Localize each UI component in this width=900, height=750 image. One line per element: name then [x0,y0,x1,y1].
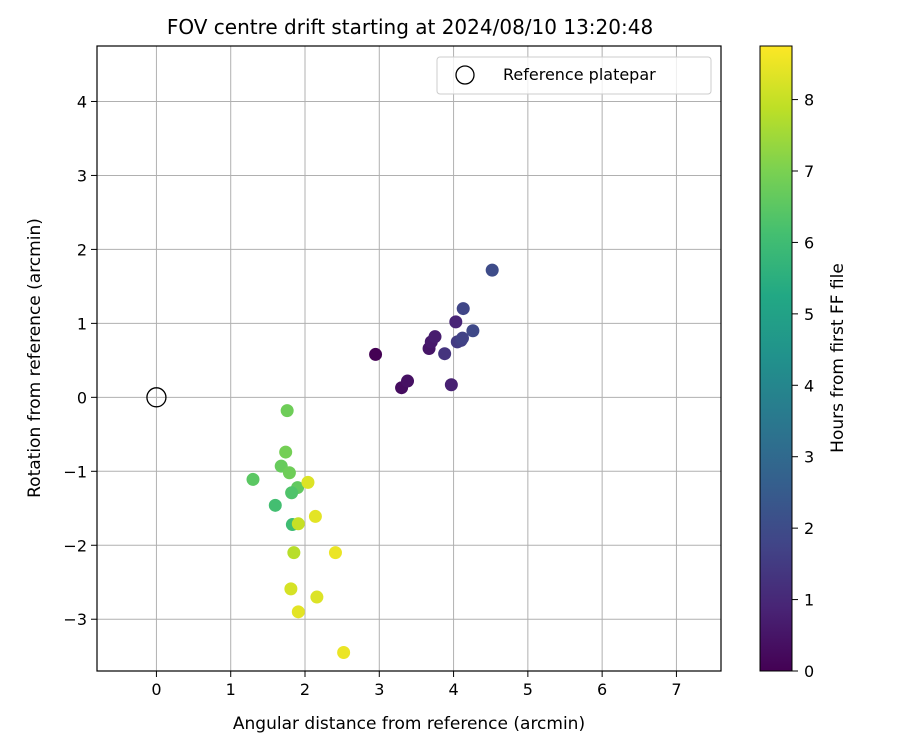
data-point [308,509,322,523]
colorbar-gradient [759,45,793,672]
data-point [401,374,415,388]
chart-title: FOV centre drift starting at 2024/08/10 … [167,15,653,39]
data-point [291,605,305,619]
colorbar-tick-label: 3 [804,448,814,467]
data-point [280,404,294,418]
legend-box [436,56,712,95]
data-point [455,331,469,345]
data-point [246,472,260,486]
reference-marker-group [146,387,167,408]
data-point [268,498,282,512]
y-tick-label: 2 [77,240,87,259]
data-point [287,546,301,560]
data-point [428,330,442,344]
data-point [485,263,499,277]
x-tick-label: 7 [671,680,681,699]
x-tick-label: 5 [523,680,533,699]
x-tick-label: 1 [226,680,236,699]
data-point [279,445,293,459]
y-tick-label: −1 [63,462,87,481]
legend-marker-open-circle-icon [455,65,475,85]
colorbar-tick-label: 7 [804,162,814,181]
y-ticks: −3 −2 −1 0 1 2 3 4 [63,92,97,629]
x-tick-label: 4 [448,680,458,699]
y-tick-label: 0 [77,388,87,407]
legend: Reference platepar [436,56,712,95]
reference-platepar-marker [146,387,167,408]
colorbar-ticks: 0 1 2 3 4 5 6 7 8 [792,91,814,681]
y-tick-label: −2 [63,536,87,555]
points [246,263,499,660]
data-point [301,475,315,489]
data-point [285,486,299,500]
grid [97,46,721,671]
data-point [449,315,463,329]
y-axis-label: Rotation from reference (arcmin) [25,218,45,498]
data-point [369,347,383,361]
x-tick-label: 3 [374,680,384,699]
colorbar-tick-label: 0 [804,662,814,681]
data-point [282,466,296,480]
data-point [291,517,305,531]
data-point [444,378,458,392]
x-tick-label: 0 [151,680,161,699]
colorbar-label: Hours from first FF file [828,263,848,453]
data-point [456,302,470,316]
colorbar-tick-label: 2 [804,519,814,538]
colorbar: 0 1 2 3 4 5 6 7 8 Hours from first FF file [759,45,848,681]
plot-frame [96,45,722,672]
colorbar-tick-label: 4 [804,376,814,395]
legend-label: Reference platepar [503,65,656,84]
y-tick-label: 4 [77,92,87,111]
y-tick-label: −3 [63,610,87,629]
data-point [284,582,298,596]
x-tick-label: 6 [597,680,607,699]
data-point [466,324,480,338]
x-ticks: 0 1 2 3 4 5 6 7 [151,671,682,699]
x-tick-label: 2 [300,680,310,699]
colorbar-tick-label: 5 [804,305,814,324]
colorbar-tick-label: 1 [804,591,814,610]
data-point [310,590,324,604]
colorbar-tick-label: 8 [804,91,814,110]
colorbar-tick-label: 6 [804,233,814,252]
data-point [328,546,342,560]
data-point [438,347,452,361]
data-point [337,646,351,660]
x-axis-label: Angular distance from reference (arcmin) [233,714,585,734]
y-tick-label: 1 [77,314,87,333]
y-tick-label: 3 [77,166,87,185]
